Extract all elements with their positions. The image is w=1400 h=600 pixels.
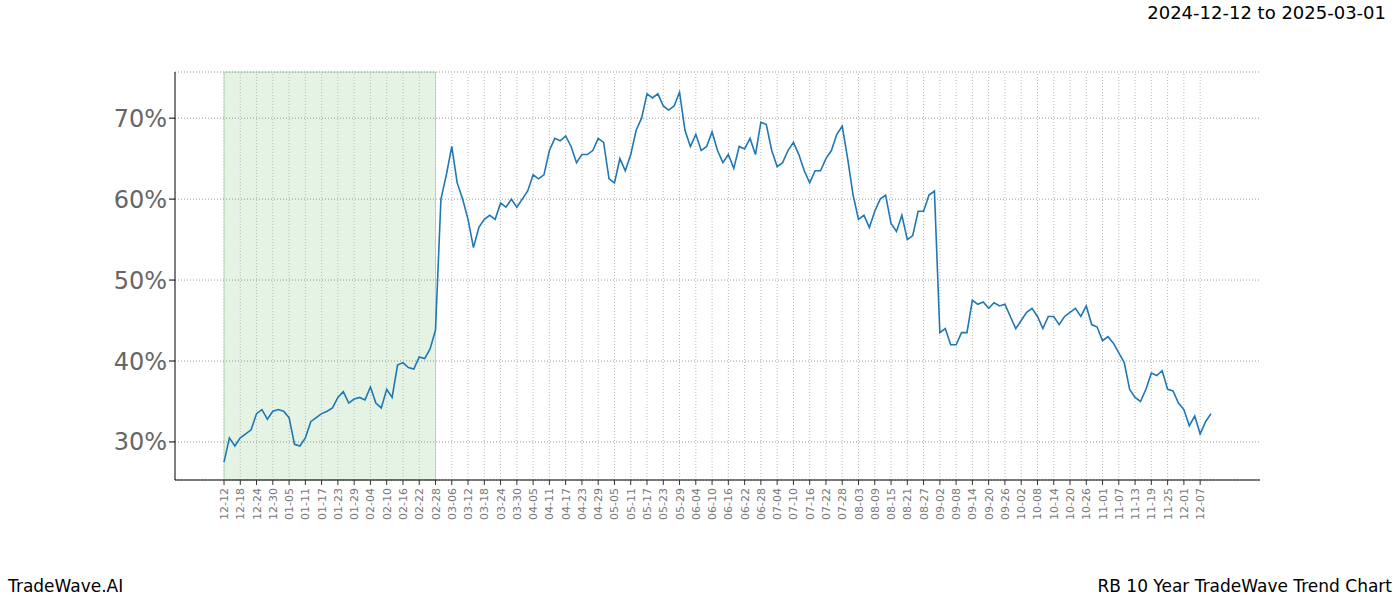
svg-text:11-07: 11-07 [1113, 488, 1126, 520]
svg-text:06-04: 06-04 [690, 488, 703, 520]
svg-text:08-21: 08-21 [901, 488, 914, 520]
svg-text:12-18: 12-18 [234, 488, 247, 520]
svg-text:05-29: 05-29 [674, 488, 687, 520]
svg-text:08-09: 08-09 [869, 488, 882, 520]
svg-text:12-24: 12-24 [251, 488, 264, 520]
svg-text:08-03: 08-03 [853, 488, 866, 520]
svg-text:12-01: 12-01 [1178, 488, 1191, 520]
svg-text:12-12: 12-12 [218, 488, 231, 520]
svg-text:05-05: 05-05 [608, 488, 621, 520]
svg-text:06-16: 06-16 [722, 488, 735, 520]
svg-text:02-16: 02-16 [397, 488, 410, 520]
svg-text:04-23: 04-23 [576, 488, 589, 520]
svg-text:03-30: 03-30 [511, 488, 524, 520]
svg-text:06-22: 06-22 [739, 488, 752, 520]
svg-text:07-16: 07-16 [804, 488, 817, 520]
svg-text:01-11: 01-11 [299, 488, 312, 520]
svg-text:10-20: 10-20 [1064, 488, 1077, 520]
svg-text:10-14: 10-14 [1048, 488, 1061, 520]
svg-text:03-12: 03-12 [462, 488, 475, 520]
svg-text:40%: 40% [114, 348, 167, 376]
svg-text:02-28: 02-28 [430, 488, 443, 520]
svg-text:02-22: 02-22 [413, 488, 426, 520]
svg-text:01-23: 01-23 [332, 488, 345, 520]
svg-text:01-05: 01-05 [283, 488, 296, 520]
svg-text:09-14: 09-14 [966, 488, 979, 520]
svg-text:10-26: 10-26 [1080, 488, 1093, 520]
html-text:TradeWave.AI: TradeWave.AI [8, 576, 124, 596]
svg-text:01-29: 01-29 [348, 488, 361, 520]
svg-text:04-05: 04-05 [527, 488, 540, 520]
svg-text:06-10: 06-10 [706, 488, 719, 520]
svg-text:11-01: 11-01 [1097, 488, 1110, 520]
svg-text:03-18: 03-18 [478, 488, 491, 520]
svg-text:09-02: 09-02 [934, 488, 947, 520]
svg-text:07-22: 07-22 [820, 488, 833, 520]
svg-text:02-10: 02-10 [381, 488, 394, 520]
svg-text:05-23: 05-23 [657, 488, 670, 520]
svg-text:03-06: 03-06 [446, 488, 459, 520]
svg-text:70%: 70% [114, 105, 167, 133]
html-text:2024-12-12 to 2025-03-01: 2024-12-12 to 2025-03-01 [1147, 2, 1386, 23]
svg-text:10-02: 10-02 [1015, 488, 1028, 520]
svg-text:12-07: 12-07 [1194, 488, 1207, 520]
svg-text:11-19: 11-19 [1145, 488, 1158, 520]
svg-text:08-15: 08-15 [885, 488, 898, 520]
svg-text:02-04: 02-04 [364, 488, 377, 520]
svg-text:04-17: 04-17 [560, 488, 573, 520]
svg-text:50%: 50% [114, 267, 167, 295]
svg-text:09-08: 09-08 [950, 488, 963, 520]
svg-text:01-17: 01-17 [316, 488, 329, 520]
svg-text:11-13: 11-13 [1129, 488, 1142, 520]
svg-text:04-29: 04-29 [592, 488, 605, 520]
svg-text:09-20: 09-20 [983, 488, 996, 520]
svg-text:06-28: 06-28 [755, 488, 768, 520]
svg-text:04-11: 04-11 [543, 488, 556, 520]
svg-text:07-04: 07-04 [771, 488, 784, 520]
svg-text:05-11: 05-11 [625, 488, 638, 520]
svg-text:08-27: 08-27 [918, 488, 931, 520]
svg-text:09-26: 09-26 [999, 488, 1012, 520]
html-text:RB 10 Year TradeWave Trend Cha: RB 10 Year TradeWave Trend Chart [1097, 576, 1392, 596]
svg-text:11-25: 11-25 [1162, 488, 1175, 520]
svg-text:03-24: 03-24 [495, 488, 508, 520]
svg-text:30%: 30% [114, 428, 167, 456]
svg-text:05-17: 05-17 [641, 488, 654, 520]
svg-text:12-30: 12-30 [267, 488, 280, 520]
svg-text:07-28: 07-28 [836, 488, 849, 520]
svg-text:10-08: 10-08 [1031, 488, 1044, 520]
svg-text:07-10: 07-10 [787, 488, 800, 520]
svg-text:60%: 60% [114, 186, 167, 214]
